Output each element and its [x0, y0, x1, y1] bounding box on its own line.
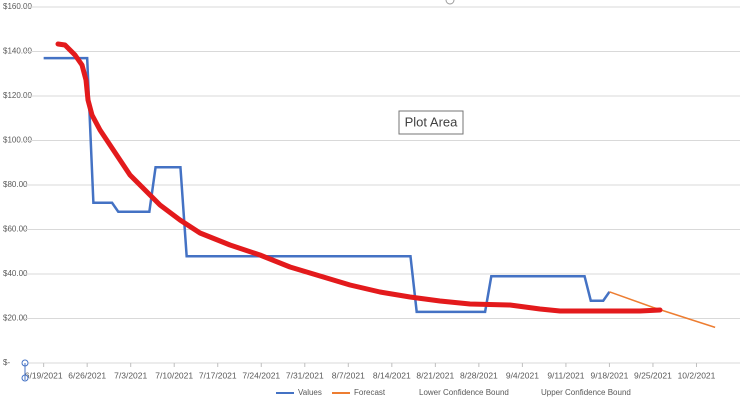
series-line — [43, 56, 611, 314]
series-line — [609, 291, 716, 329]
legend-label: Forecast — [354, 388, 386, 397]
x-tick-label: 7/31/2021 — [286, 370, 324, 380]
handle[interactable] — [445, 0, 455, 5]
y-tick-label: $60.00 — [3, 225, 28, 234]
x-tick-label: 8/14/2021 — [373, 370, 411, 380]
freehand-annotation — [55, 41, 663, 314]
x-tick-label: 10/2/2021 — [678, 370, 716, 380]
y-tick-label: $20.00 — [3, 314, 28, 323]
x-tick-label: 7/24/2021 — [242, 370, 280, 380]
legend-label: Values — [298, 388, 322, 397]
x-tick-label: 9/25/2021 — [634, 370, 672, 380]
y-tick-label: $100.00 — [3, 136, 32, 145]
legend-label: Upper Confidence Bound — [541, 388, 631, 397]
y-tick-label: $40.00 — [3, 269, 28, 278]
y-tick-label: $120.00 — [3, 91, 32, 100]
y-tick-label: $80.00 — [3, 180, 28, 189]
x-tick-label: 9/18/2021 — [591, 370, 629, 380]
x-tick-label: 6/19/2021 — [25, 370, 63, 380]
x-tick-label: 7/10/2021 — [155, 370, 193, 380]
x-tick-label: 8/7/2021 — [332, 370, 365, 380]
y-tick-label: $140.00 — [3, 47, 32, 56]
y-tick-label: $- — [3, 358, 10, 367]
tooltip: Plot Area — [405, 114, 459, 129]
x-tick-label: 7/17/2021 — [199, 370, 237, 380]
x-tick-label: 6/26/2021 — [68, 370, 106, 380]
x-tick-label: 7/3/2021 — [114, 370, 147, 380]
x-tick-label: 9/11/2021 — [547, 370, 584, 380]
tooltip-box — [398, 110, 464, 135]
x-tick-label: 9/4/2021 — [506, 370, 539, 380]
x-tick-label: 8/28/2021 — [460, 370, 498, 380]
x-tick-label: 8/21/2021 — [416, 370, 454, 380]
y-tick-label: $160.00 — [3, 2, 32, 11]
legend-label: Lower Confidence Bound — [419, 388, 509, 397]
